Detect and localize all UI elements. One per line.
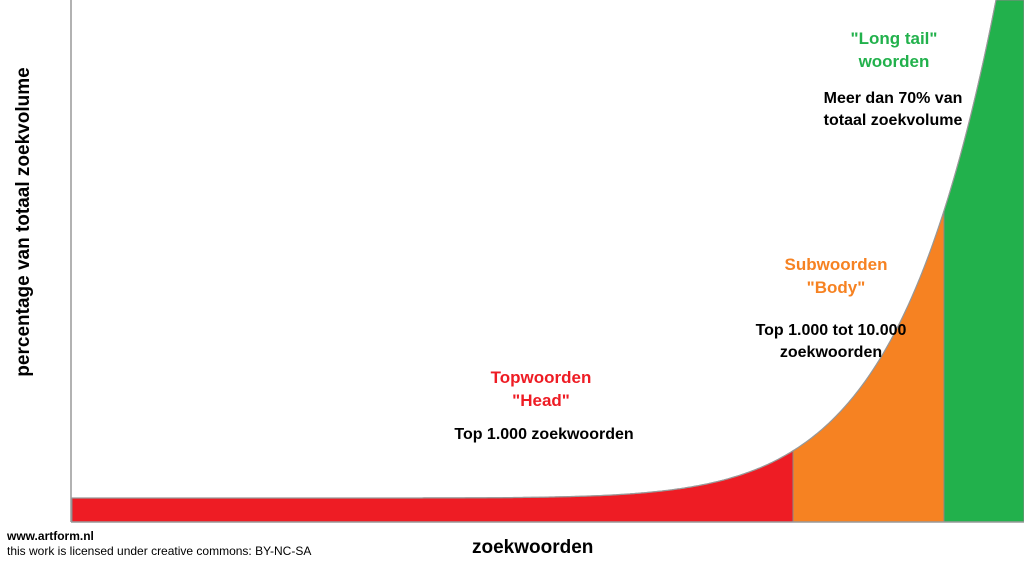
body-desc-line2: zoekwoorden — [779, 344, 883, 361]
head-title: Topwoorden "Head" — [491, 366, 592, 412]
body-desc-line1: Top 1.000 tot 10.000 — [755, 322, 907, 339]
head-area — [71, 449, 794, 523]
tail-title: "Long tail" woorden — [851, 27, 938, 73]
body-description: Top 1.000 tot 10.000 zoekwoorden — [756, 320, 907, 364]
x-axis-label: zoekwoorden — [472, 537, 594, 558]
long-tail-area — [943, 0, 1024, 523]
site-credit[interactable]: www.artform.nl — [7, 529, 94, 543]
tail-desc-line2: totaal zoekvolume — [823, 112, 963, 129]
tail-title-line1: "Long tail" — [850, 29, 938, 48]
head-description: Top 1.000 zoekwoorden — [454, 424, 633, 446]
body-title-line1: Subwoorden — [784, 255, 888, 274]
tail-title-line2: woorden — [858, 52, 930, 71]
tail-description: Meer dan 70% van totaal zoekvolume — [824, 88, 963, 132]
license-note: this work is licensed under creative com… — [7, 544, 312, 558]
curve-line — [72, 0, 997, 499]
body-title-line2: "Body" — [806, 278, 866, 297]
head-title-line2: "Head" — [512, 391, 570, 410]
head-desc-line1: Top 1.000 zoekwoorden — [454, 426, 634, 443]
body-title: Subwoorden "Body" — [785, 253, 888, 299]
tail-desc-line1: Meer dan 70% van — [823, 90, 963, 107]
y-axis-label: percentage van totaal zoekvolume — [13, 67, 34, 377]
head-title-line1: Topwoorden — [490, 368, 592, 387]
